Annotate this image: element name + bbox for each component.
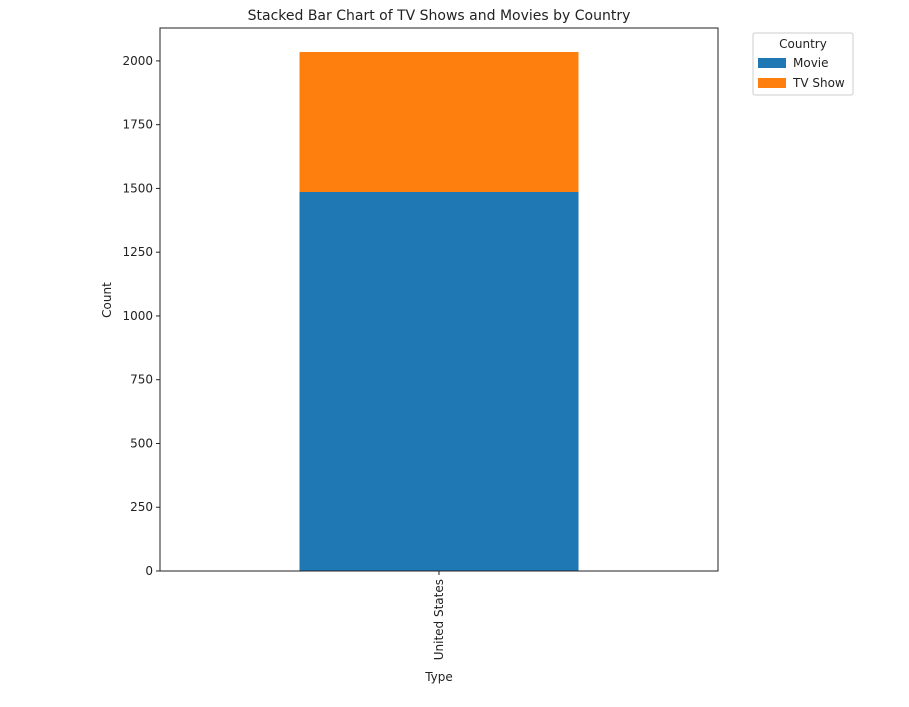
- y-tick-label: 750: [130, 373, 153, 387]
- y-tick-label: 250: [130, 500, 153, 514]
- bar-segment: [299, 51, 579, 192]
- legend-swatch: [758, 78, 786, 88]
- x-tick-label: United States: [432, 579, 446, 660]
- legend-label: TV Show: [792, 76, 845, 90]
- chart-title: Stacked Bar Chart of TV Shows and Movies…: [248, 8, 631, 24]
- bar-segment: [299, 191, 579, 572]
- y-tick-label: 1750: [122, 118, 153, 132]
- x-axis-label: Type: [424, 670, 453, 684]
- y-tick-label: 500: [130, 436, 153, 450]
- y-tick-label: 1500: [122, 181, 153, 195]
- plot-frame: [159, 27, 719, 572]
- y-tick-label: 0: [145, 564, 153, 578]
- legend-swatch: [758, 58, 786, 68]
- y-tick-label: 1250: [122, 245, 153, 259]
- y-tick-label: 1000: [122, 309, 153, 323]
- legend-label: Movie: [793, 56, 829, 70]
- y-tick-label: 2000: [122, 54, 153, 68]
- legend-title: Country: [779, 37, 827, 51]
- y-axis-label: Count: [100, 282, 114, 318]
